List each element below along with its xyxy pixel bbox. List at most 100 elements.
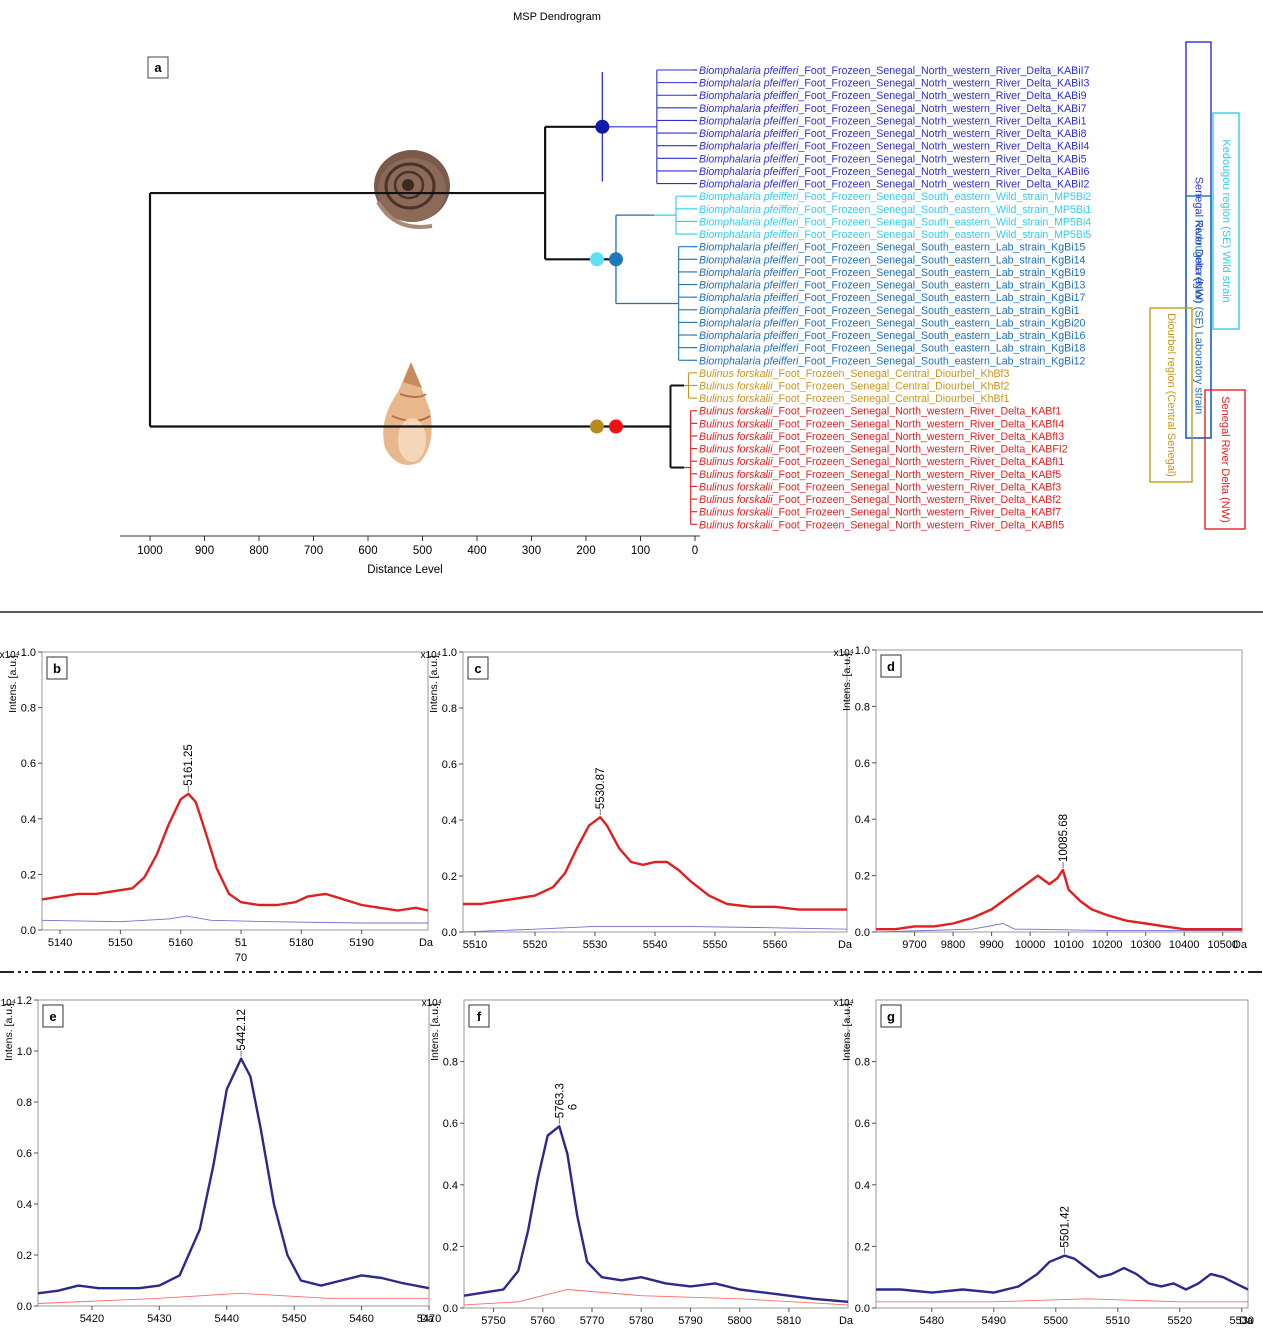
y-tick-label: 0.8 (442, 703, 457, 715)
x-tick-label-extra: 70 (235, 952, 247, 964)
leaf-label: Biomphalaria pfeifferi_Foot_Frozeen_Sene… (699, 153, 1087, 165)
main-spectrum-trace (41, 792, 429, 912)
main-spectrum-trace (463, 1125, 849, 1303)
x-tick-label: 5530 (583, 939, 607, 951)
region-box (1212, 112, 1240, 330)
x-unit-label: Da (419, 937, 434, 949)
y-exponent-label: x10⁴ (0, 650, 20, 661)
y-tick-label: 1.0 (442, 647, 457, 659)
peak-label: 5161.25 (183, 744, 195, 786)
y-tick-label: 1.0 (21, 647, 36, 659)
x-tick-label: 9900 (979, 939, 1003, 951)
x-tick-label: 5190 (349, 937, 373, 949)
x-tick-label: 5510 (1106, 1315, 1130, 1327)
leaf-label: Bulinus forskalii_Foot_Frozeen_Senegal_N… (699, 507, 1061, 519)
leaf-label: Biomphalaria pfeifferi_Foot_Frozeen_Sene… (699, 267, 1085, 279)
peak-label: 5442.12 (236, 1009, 248, 1051)
y-tick-label: 1.2 (17, 995, 32, 1007)
leaf-label: Biomphalaria pfeifferi_Foot_Frozeen_Sene… (699, 166, 1090, 178)
y-tick-label: 0.6 (17, 1148, 32, 1160)
x-tick-label: 5760 (531, 1315, 555, 1327)
y-tick-label: 0.2 (443, 1241, 458, 1253)
panel-a-label-box (147, 56, 169, 79)
x-tick-label: 5780 (629, 1315, 653, 1327)
peak-label: 5763.3 (554, 1083, 566, 1118)
region-label: Senegal River Delta (NW) (1193, 177, 1205, 304)
secondary-spectrum-trace (37, 1292, 429, 1304)
cluster-node-dot (589, 419, 604, 434)
axis-tick-label: 400 (467, 545, 486, 557)
leaf-label: Biomphalaria pfeifferi_Foot_Frozeen_Sene… (699, 128, 1087, 140)
leaf-label: Biomphalaria pfeifferi_Foot_Frozeen_Sene… (699, 65, 1090, 77)
x-tick-label: 5150 (108, 937, 132, 949)
axis-tick-label: 800 (249, 545, 268, 557)
y-tick-label: 0.2 (855, 871, 870, 883)
leaf-label: Bulinus forskalii_Foot_Frozeen_Senegal_N… (699, 444, 1068, 456)
plot-frame (37, 999, 430, 1307)
x-unit-label: Da (1233, 939, 1248, 951)
y-tick-label: 0.4 (443, 1180, 458, 1192)
x-tick-label: 51 (235, 937, 247, 949)
leaf-label: Bulinus forskalii_Foot_Frozeen_Senegal_N… (699, 431, 1064, 443)
leaf-label: Biomphalaria pfeifferi_Foot_Frozeen_Sene… (699, 229, 1091, 241)
secondary-spectrum-trace (875, 923, 1242, 933)
y-tick-label: 0.2 (21, 869, 36, 881)
y-tick-label: 0.0 (17, 1301, 32, 1313)
panel-label-box (46, 656, 68, 680)
dendrogram-title: MSP Dendrogram (513, 11, 601, 23)
leaf-label: Biomphalaria pfeifferi_Foot_Frozeen_Sene… (699, 191, 1091, 203)
leaf-label: Biomphalaria pfeifferi_Foot_Frozeen_Sene… (699, 330, 1085, 342)
y-tick-label: 0.6 (443, 1118, 458, 1130)
axis-tick-label: 200 (576, 545, 595, 557)
leaf-label: Biomphalaria pfeifferi_Foot_Frozeen_Sene… (699, 242, 1085, 254)
region-box (1149, 307, 1193, 483)
y-tick-label: 0.0 (443, 1303, 458, 1315)
y-tick-label: 0.8 (17, 1097, 32, 1109)
y-exponent-label: x10⁴ (834, 998, 854, 1009)
peak-label: 5501.42 (1060, 1206, 1072, 1248)
x-tick-label: 10200 (1092, 939, 1123, 951)
leaf-label: Biomphalaria pfeifferi_Foot_Frozeen_Sene… (699, 317, 1085, 329)
main-spectrum-trace (876, 1254, 1249, 1294)
y-tick-label: 0.2 (442, 871, 457, 883)
peak-label-continued: 6 (567, 1104, 579, 1110)
y-tick-label: 0.0 (442, 927, 457, 939)
x-tick-label: 5810 (777, 1315, 801, 1327)
x-tick-label: 5430 (147, 1313, 171, 1325)
leaf-label: Bulinus forskalii_Foot_Frozeen_Senegal_N… (699, 519, 1064, 531)
region-label: Kedougou region (SE) Laboratory strain (1193, 220, 1205, 414)
x-tick-label: 5470 (417, 1313, 441, 1325)
peak-label: 10085.68 (1058, 814, 1070, 862)
axis-tick-label: 900 (195, 545, 214, 557)
y-tick-label: 0.4 (21, 814, 36, 826)
y-tick-label: 0.4 (17, 1199, 32, 1211)
x-tick-label: 5550 (703, 939, 727, 951)
y-axis-label: Intens. [a.u.] (841, 1003, 853, 1061)
leaf-label: Biomphalaria pfeifferi_Foot_Frozeen_Sene… (699, 78, 1090, 90)
x-tick-label: 5560 (763, 939, 787, 951)
leaf-label: Bulinus forskalii_Foot_Frozeen_Senegal_N… (699, 469, 1061, 481)
region-label: Senegal River Delta (NW) (1219, 396, 1231, 523)
leaf-label: Biomphalaria pfeifferi_Foot_Frozeen_Sene… (699, 141, 1090, 153)
y-tick-label: 0.0 (21, 925, 36, 937)
panel-label-box (467, 656, 489, 680)
x-unit-label: Da (1239, 1315, 1254, 1327)
main-spectrum-trace (876, 868, 1242, 931)
leaf-label: Biomphalaria pfeifferi_Foot_Frozeen_Sene… (699, 280, 1085, 292)
axis-tick-label: 700 (304, 545, 323, 557)
cluster-node-dot (589, 252, 604, 267)
y-tick-label: 0.8 (21, 703, 36, 715)
secondary-spectrum-trace (463, 1289, 849, 1306)
planorbid-snail-image (374, 150, 450, 229)
y-tick-label: 0.4 (855, 814, 870, 826)
x-tick-label: 5460 (349, 1313, 373, 1325)
x-tick-label: 5500 (1044, 1315, 1068, 1327)
x-tick-label: 5480 (920, 1315, 944, 1327)
panel-label-box (880, 654, 902, 678)
leaf-label: Biomphalaria pfeifferi_Foot_Frozeen_Sene… (699, 179, 1090, 191)
secondary-spectrum-trace (462, 925, 848, 933)
x-tick-label: 5750 (481, 1315, 505, 1327)
y-exponent-label: x10⁴ (421, 650, 441, 661)
y-axis-label: Intens. [a.u.] (7, 655, 19, 713)
